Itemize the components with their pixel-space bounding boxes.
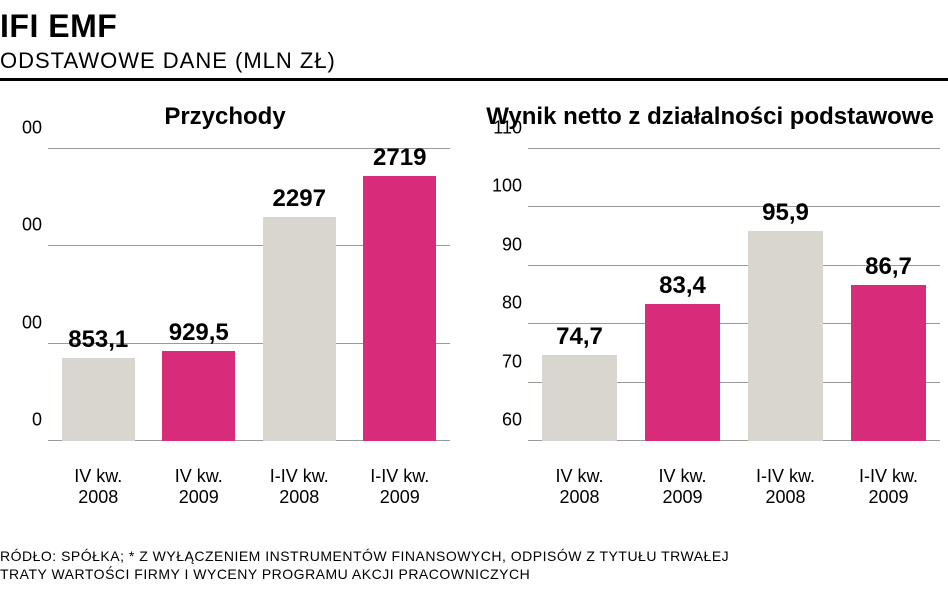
bar-slot: 95,9 (740, 149, 831, 441)
y-tick: 100 (492, 176, 522, 197)
bar (748, 231, 822, 441)
x-label: IV kw.2008 (534, 466, 625, 509)
bar (162, 351, 235, 441)
y-tick: 110 (493, 118, 522, 139)
bar-value-label: 853,1 (45, 326, 151, 354)
y-tick: 0 (32, 410, 42, 431)
bar (62, 358, 135, 441)
bar-slot: 853,1 (54, 149, 142, 441)
bars-left: 853,1929,522972719 (48, 149, 450, 441)
bar-slot: 2719 (356, 149, 444, 441)
bar-value-label: 74,7 (525, 323, 634, 351)
bar (851, 285, 925, 441)
bar-slot: 929,5 (155, 149, 243, 441)
bar (363, 176, 436, 441)
bar (263, 217, 336, 441)
title-main: IFI EMF (0, 10, 948, 42)
x-label: I-IV kw.2008 (255, 466, 343, 509)
bar-value-label: 2297 (246, 185, 352, 213)
bar-value-label: 2719 (347, 144, 453, 172)
bar (542, 355, 616, 441)
bar-value-label: 929,5 (146, 319, 252, 347)
bar (645, 304, 719, 441)
title-sub: ODSTAWOWE DANE (MLN ZŁ) (0, 48, 948, 74)
bar-value-label: 86,7 (834, 253, 943, 281)
y-tick: 70 (502, 351, 522, 372)
footnote-line-1: RÓDŁO: SPÓŁKA; * Z WYŁĄCZENIEM INSTRUMEN… (0, 547, 948, 565)
y-tick: 80 (502, 293, 522, 314)
plot-area-right: 60708090100110 74,783,495,986,7 IV kw.20… (480, 149, 940, 469)
bar-slot: 83,4 (637, 149, 728, 441)
footnote: RÓDŁO: SPÓŁKA; * Z WYŁĄCZENIEM INSTRUMEN… (0, 547, 948, 583)
bar-slot: 2297 (255, 149, 343, 441)
bar-slot: 86,7 (843, 149, 934, 441)
x-label: IV kw.2008 (54, 466, 142, 509)
chart-netresult: Wynik netto z działalności podstawowe 60… (480, 103, 940, 469)
chart-revenue: Przychody 0000000 853,1929,522972719 IV … (0, 103, 450, 469)
x-labels-right: IV kw.2008 IV kw.2009 I-IV kw.2008 I-IV kw.… (528, 466, 940, 509)
x-label: I-IV kw.2009 (843, 466, 934, 509)
charts-row: Przychody 0000000 853,1929,522972719 IV … (0, 103, 948, 469)
x-label: I-IV kw.2009 (356, 466, 444, 509)
bar-value-label: 95,9 (731, 199, 840, 227)
chart-title-right: Wynik netto z działalności podstawowe (480, 103, 940, 131)
bars-right: 74,783,495,986,7 (528, 149, 940, 441)
y-tick: 00 (22, 118, 42, 139)
header: IFI EMF ODSTAWOWE DANE (MLN ZŁ) (0, 0, 948, 81)
x-labels-left: IV kw.2008 IV kw.2009 I-IV kw.2008 I-IV kw.… (48, 466, 450, 509)
page: IFI EMF ODSTAWOWE DANE (MLN ZŁ) Przychod… (0, 0, 948, 593)
y-tick: 60 (502, 410, 522, 431)
bar-value-label: 83,4 (628, 272, 737, 300)
bar-slot: 74,7 (534, 149, 625, 441)
y-tick: 00 (22, 312, 42, 333)
x-label: IV kw.2009 (637, 466, 728, 509)
y-axis-left: 0000000 (0, 149, 48, 441)
x-label: I-IV kw.2008 (740, 466, 831, 509)
y-axis-right: 60708090100110 (480, 149, 528, 441)
y-tick: 90 (502, 234, 522, 255)
chart-title-left: Przychody (0, 103, 450, 131)
plot-area-left: 0000000 853,1929,522972719 IV kw.2008IV … (0, 149, 450, 469)
x-label: IV kw.2009 (155, 466, 243, 509)
y-tick: 00 (22, 215, 42, 236)
footnote-line-2: TRATY WARTOŚCI FIRMY I WYCENY PROGRAMU A… (0, 565, 948, 583)
